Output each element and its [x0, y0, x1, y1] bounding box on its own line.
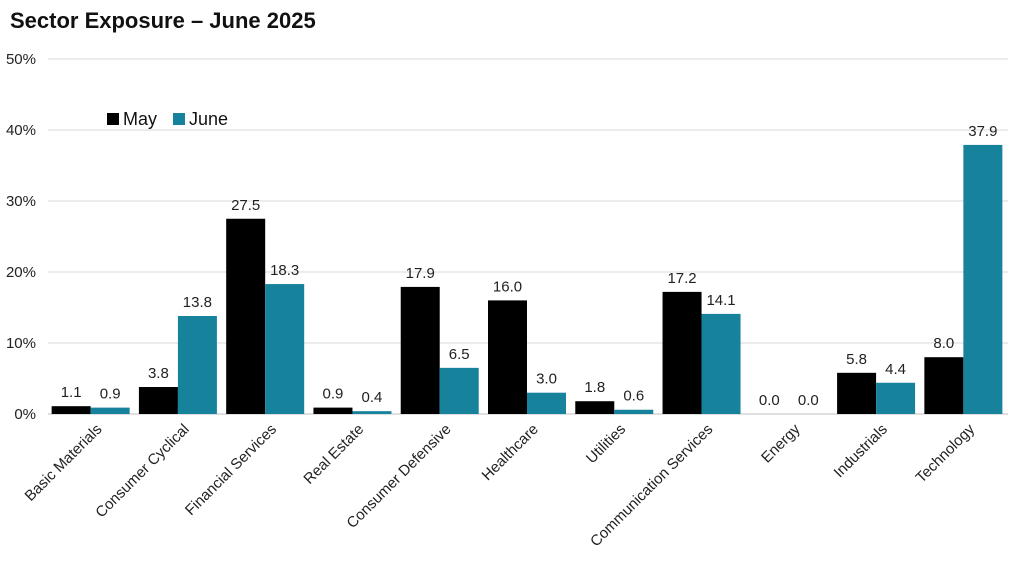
data-label: 0.0 — [798, 392, 819, 409]
bar-june — [352, 411, 392, 414]
y-tick-label: 10% — [6, 335, 36, 352]
bar-june — [701, 313, 741, 414]
y-tick-label: 30% — [6, 193, 36, 210]
legend-label-may: May — [123, 109, 157, 129]
category-label: Real Estate — [300, 421, 367, 488]
legend-label-june: June — [189, 109, 228, 129]
bar-june — [265, 284, 305, 414]
data-label: 16.0 — [493, 278, 522, 295]
y-tick-label: 20% — [6, 264, 36, 281]
bar-june — [527, 392, 566, 414]
legend-swatch-may — [107, 113, 119, 125]
bar-june — [90, 407, 130, 414]
data-label: 13.8 — [183, 294, 212, 311]
bar-may — [313, 407, 353, 414]
data-label: 17.2 — [667, 270, 696, 287]
data-label: 8.0 — [933, 335, 954, 352]
bar-may — [575, 401, 615, 414]
legend-swatch-june — [173, 113, 185, 125]
bar-may — [837, 372, 877, 414]
data-label: 6.5 — [449, 346, 470, 363]
y-tick-label: 50% — [6, 51, 36, 68]
bar-may — [662, 291, 702, 414]
data-label: 0.9 — [323, 386, 344, 403]
bar-june — [439, 367, 479, 414]
category-label: Industrials — [831, 421, 891, 481]
data-label: 14.1 — [706, 292, 735, 309]
category-label: Energy — [758, 420, 804, 466]
data-label: 3.0 — [536, 371, 557, 388]
bar-may — [488, 300, 527, 414]
data-label: 3.8 — [148, 365, 169, 382]
category-label: Financial Services — [182, 421, 280, 519]
bar-may — [400, 286, 440, 414]
chart-title: Sector Exposure – June 2025 — [10, 8, 316, 33]
bar-june — [614, 409, 654, 414]
bar-may — [51, 406, 91, 414]
data-label: 4.4 — [885, 361, 906, 378]
category-label: Consumer Cyclical — [92, 421, 192, 521]
data-label: 17.9 — [406, 265, 435, 282]
y-tick-label: 0% — [14, 406, 36, 423]
data-label: 5.8 — [846, 351, 867, 368]
bar-june — [177, 316, 217, 414]
data-label: 0.0 — [759, 392, 780, 409]
bar-june — [876, 382, 916, 414]
data-label: 37.9 — [968, 123, 997, 140]
category-label: Utilities — [583, 421, 629, 467]
bar-may — [226, 218, 266, 414]
data-label: 18.3 — [270, 262, 299, 279]
bar-may — [924, 357, 964, 414]
category-label: Technology — [913, 420, 979, 486]
bar-may — [138, 387, 178, 414]
data-label: 0.4 — [362, 389, 383, 406]
data-label: 1.8 — [584, 379, 605, 396]
data-label: 0.6 — [623, 388, 644, 405]
y-tick-label: 40% — [6, 122, 36, 139]
bar-june — [963, 144, 1003, 414]
data-label: 1.1 — [61, 384, 82, 401]
data-label: 27.5 — [231, 197, 260, 214]
category-label: Healthcare — [479, 421, 542, 484]
category-label: Basic Materials — [22, 421, 106, 505]
data-label: 0.9 — [100, 386, 121, 403]
